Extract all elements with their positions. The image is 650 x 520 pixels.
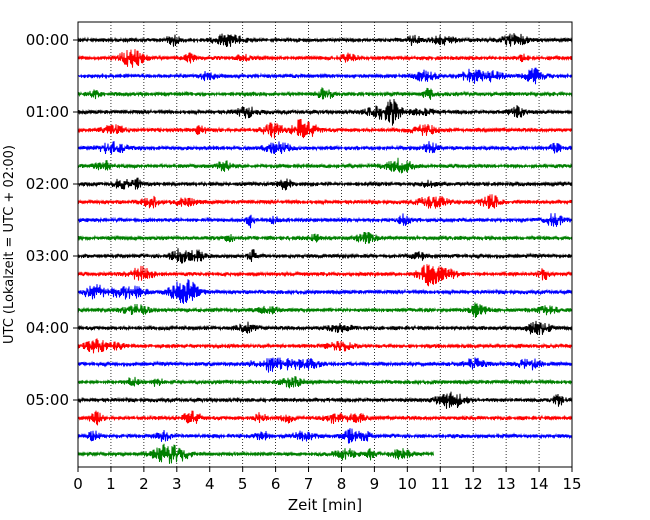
seismogram-trace [77,213,573,229]
y-tick-label: 00:00 [26,31,69,49]
seismogram-trace [77,67,573,85]
y-tick-label: 01:00 [26,103,69,121]
seismogram-trace [77,302,573,318]
y-tick-label: 05:00 [26,391,69,409]
y-tick-label: 04:00 [26,319,69,337]
seismogram-trace [77,248,573,264]
seismogram-trace [77,443,434,464]
seismogram-trace [77,279,573,304]
y-tick-label: 03:00 [26,247,69,265]
x-tick-label: 9 [370,475,380,493]
x-tick-label: 6 [271,475,281,493]
seismogram-trace [77,87,573,100]
seismogram-trace [77,177,573,191]
x-tick-label: 4 [205,475,215,493]
seismogram-trace [77,157,573,174]
seismogram-trace [77,118,573,139]
y-tick-label: 02:00 [26,175,69,193]
seismogram-trace [77,231,573,245]
seismogram-trace [77,376,573,389]
plot-frame [77,21,573,468]
seismogram-trace [77,428,573,444]
seismogram-trace [77,391,573,409]
x-tick-label: 7 [304,475,314,493]
seismogram-trace [77,357,573,373]
x-tick-label: 14 [530,475,549,493]
seismogram-trace [77,33,573,48]
x-tick-label: 8 [337,475,347,493]
seismogram-trace [77,264,573,287]
seismogram-trace [77,141,573,155]
seismogram-trace [77,338,573,354]
x-tick-label: 3 [172,475,182,493]
ticks: 0 1 2 3 4 5 6 7 8 9 10 11 12 13 14 1500:0001:0002:0003:… [26,31,582,493]
seismogram-trace [77,410,573,426]
x-tick-label: 2 [139,475,149,493]
x-tick-label: 11 [431,475,450,493]
x-tick-label: 15 [562,475,581,493]
x-tick-label: 13 [497,475,516,493]
seismogram-trace [77,49,573,68]
x-tick-label: 1 [106,475,116,493]
seismogram-trace [77,320,573,335]
traces [77,33,573,464]
x-tick-label: 10 [398,475,417,493]
seismogram-trace [77,98,573,126]
x-tick-label: 0 [73,475,83,493]
x-tick-label: 12 [464,475,483,493]
y-axis-label: UTC (Lokalzeit = UTC + 02:00) [2,145,17,344]
x-axis-label: Zeit [min] [288,496,362,514]
seismogram-trace [77,194,573,209]
x-tick-label: 5 [238,475,248,493]
grid-lines [110,22,540,467]
